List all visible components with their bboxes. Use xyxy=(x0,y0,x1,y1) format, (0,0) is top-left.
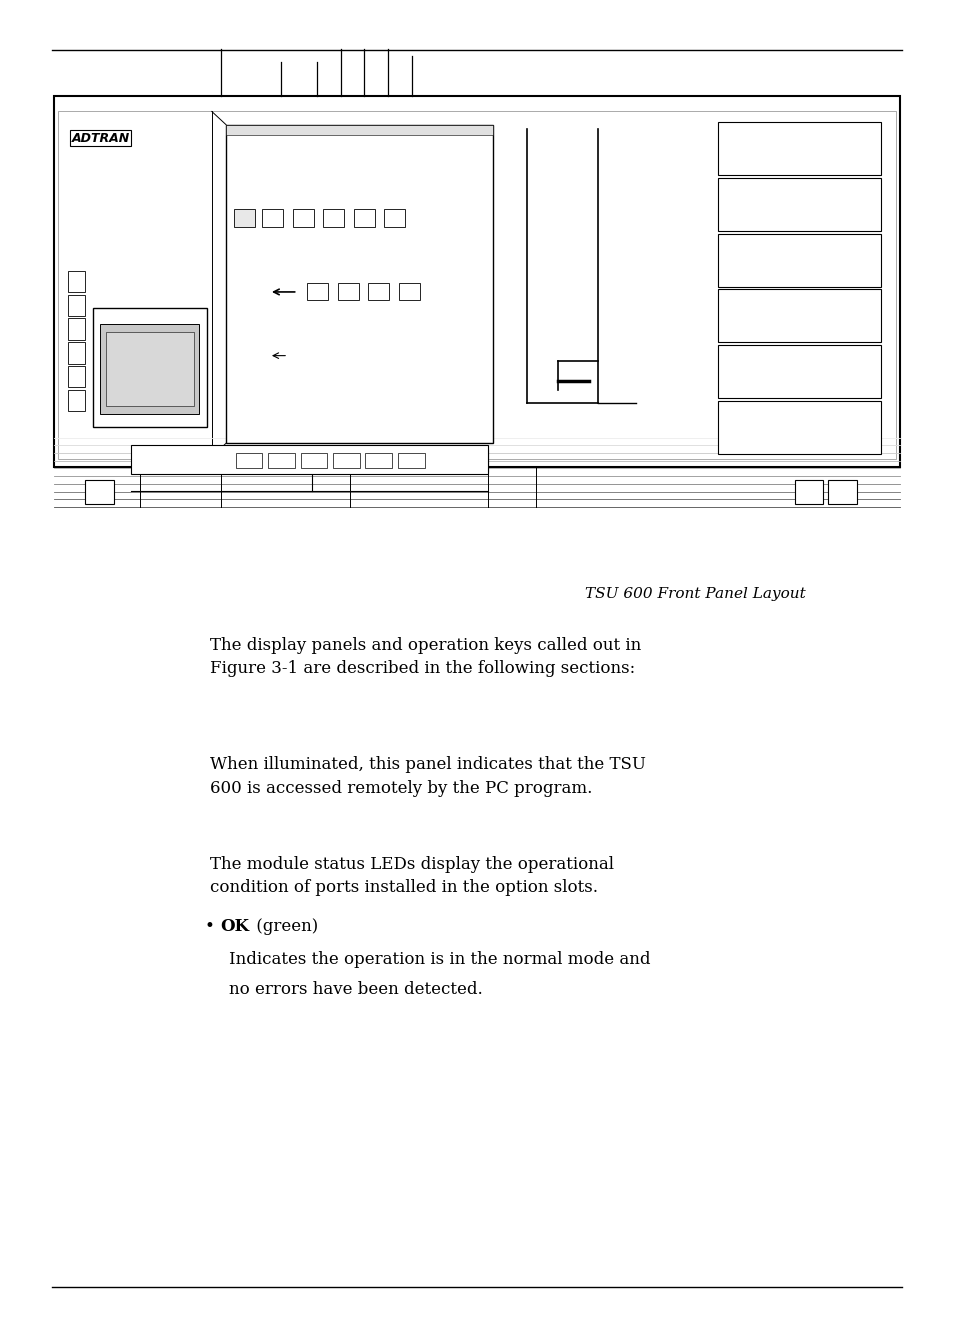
Bar xyxy=(68,366,85,387)
Bar xyxy=(100,324,199,414)
Bar xyxy=(268,453,294,468)
Bar xyxy=(718,289,880,342)
Bar xyxy=(92,308,207,427)
Text: (green): (green) xyxy=(251,918,317,936)
Bar xyxy=(718,178,880,231)
Bar xyxy=(365,453,392,468)
Bar xyxy=(68,271,85,292)
Bar xyxy=(226,125,493,443)
Bar xyxy=(226,125,493,135)
Text: The module status LEDs display the operational
condition of ports installed in t: The module status LEDs display the opera… xyxy=(210,856,613,897)
Bar xyxy=(293,210,314,227)
Text: no errors have been detected.: no errors have been detected. xyxy=(229,981,482,998)
Text: Indicates the operation is in the normal mode and: Indicates the operation is in the normal… xyxy=(229,951,650,969)
Text: The display panels and operation keys called out in
Figure 3-1 are described in : The display panels and operation keys ca… xyxy=(210,637,640,678)
Text: OK: OK xyxy=(220,918,249,936)
Bar xyxy=(300,453,327,468)
Bar xyxy=(68,318,85,340)
Bar xyxy=(54,96,899,111)
Bar xyxy=(106,332,193,406)
Bar xyxy=(231,449,488,472)
Bar xyxy=(398,283,419,300)
Text: TSU 600 Front Panel Layout: TSU 600 Front Panel Layout xyxy=(585,587,805,601)
Bar xyxy=(384,210,405,227)
Bar xyxy=(333,453,359,468)
Bar xyxy=(235,453,262,468)
Bar xyxy=(827,480,856,504)
Bar xyxy=(368,283,389,300)
Bar xyxy=(794,480,822,504)
Bar xyxy=(262,210,283,227)
Bar xyxy=(397,453,424,468)
Text: ADTRAN: ADTRAN xyxy=(71,131,130,145)
Bar xyxy=(68,342,85,364)
Bar xyxy=(68,295,85,316)
Bar xyxy=(233,210,254,227)
Bar xyxy=(354,210,375,227)
Bar xyxy=(718,234,880,287)
Bar xyxy=(718,122,880,175)
Bar xyxy=(131,445,488,474)
Text: •: • xyxy=(205,918,220,936)
Bar xyxy=(85,480,113,504)
Bar xyxy=(307,283,328,300)
Text: When illuminated, this panel indicates that the TSU
600 is accessed remotely by : When illuminated, this panel indicates t… xyxy=(210,756,645,798)
Bar xyxy=(68,390,85,411)
Bar xyxy=(718,401,880,454)
Bar xyxy=(54,96,899,467)
Bar xyxy=(718,345,880,398)
Bar xyxy=(337,283,358,300)
Bar xyxy=(58,111,895,459)
Bar xyxy=(323,210,344,227)
